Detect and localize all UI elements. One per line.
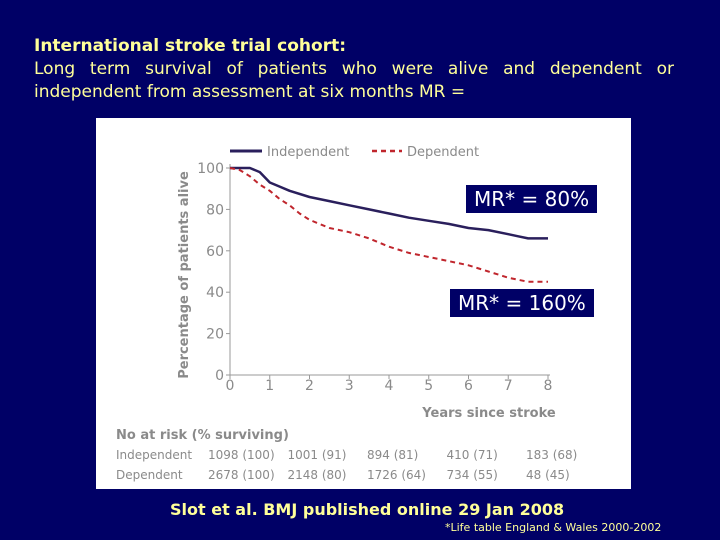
at-risk-cell: 48 (45): [526, 468, 570, 482]
x-tick-label: 7: [504, 378, 513, 394]
y-tick-label: 20: [206, 327, 224, 343]
slide-subtitle-line1: Long term survival of patients who were …: [34, 59, 674, 79]
survival-chart: Independent Dependent Percentage of pati…: [116, 145, 577, 482]
x-tick-label: 6: [464, 378, 473, 394]
x-tick-label: 0: [226, 378, 235, 394]
legend-dependent-label: Dependent: [407, 145, 479, 160]
series-line-dependent: [229, 167, 548, 283]
at-risk-cell: 2678 (100): [208, 468, 275, 482]
citation: Slot et al. BMJ published online 29 Jan …: [170, 500, 565, 519]
at-risk-cell: 894 (81): [367, 448, 418, 462]
x-tick-label: 8: [544, 378, 553, 394]
at-risk-cell: 1001 (91): [288, 448, 347, 462]
x-axis-label: Years since stroke: [421, 406, 556, 421]
series-line-independent: [230, 166, 548, 240]
x-tick-label: 3: [345, 378, 354, 394]
at-risk-cell: 1726 (64): [367, 468, 426, 482]
x-tick-label: 5: [424, 378, 433, 394]
at-risk-cell: 183 (68): [526, 448, 577, 462]
at-risk-table: Independent 1098 (100) 1001 (91) 894 (81) 41…: [116, 448, 577, 482]
at-risk-cell: 2148 (80): [288, 468, 347, 482]
legend: Independent Dependent: [230, 145, 479, 160]
series-layer: [229, 166, 548, 283]
at-risk-cell: 410 (71): [447, 448, 498, 462]
slide-subtitle-line2: independent from assessment at six month…: [34, 82, 466, 102]
mr-dependent-label: MR* = 160%: [448, 287, 596, 319]
at-risk-title: No at risk (% surviving): [116, 428, 289, 443]
y-tick-label: 100: [197, 161, 224, 177]
y-axis-label: Percentage of patients alive: [177, 171, 192, 379]
at-risk-row-label: Dependent: [116, 468, 183, 482]
slide-heading: International stroke trial cohort:: [34, 36, 347, 56]
y-tick-label: 0: [215, 368, 224, 384]
x-tick-label: 1: [265, 378, 274, 394]
legend-independent-label: Independent: [267, 145, 349, 160]
mr-independent-label: MR* = 80%: [464, 183, 600, 215]
axes: 0 20 40 60 80 100 0 1 2 3 4 5 6 7 8: [197, 161, 552, 394]
title-block: International stroke trial cohort: Long …: [34, 35, 674, 104]
x-tick-label: 4: [385, 378, 394, 394]
at-risk-cell: 734 (55): [447, 468, 498, 482]
at-risk-row-label: Independent: [116, 448, 192, 462]
footnote: *Life table England & Wales 2000-2002: [445, 521, 662, 534]
x-tick-label: 2: [305, 378, 314, 394]
y-tick-label: 80: [206, 202, 224, 218]
at-risk-cell: 1098 (100): [208, 448, 275, 462]
y-tick-label: 60: [206, 244, 224, 260]
y-tick-label: 40: [206, 285, 224, 301]
